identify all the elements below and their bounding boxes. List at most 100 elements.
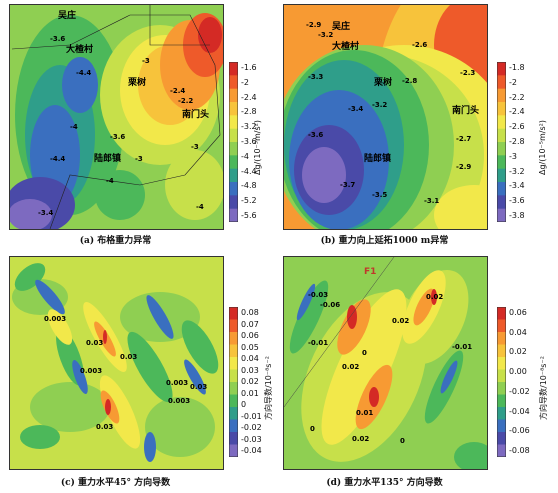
contour-label: -3.5	[372, 191, 388, 199]
colorbar-step	[229, 444, 238, 458]
place-label: 陆郎镇	[94, 154, 122, 164]
colorbar-tick-label: -0.03	[241, 434, 262, 444]
place-label: 陆郎镇	[364, 154, 392, 164]
contour-label: -3	[142, 57, 150, 65]
place-label: 栗树	[374, 78, 393, 88]
colorbar-tick-label: -3.6	[509, 196, 525, 206]
colorbar-tick-label: 0.08	[241, 308, 259, 317]
contour-label: 0.02	[352, 435, 370, 443]
colorbar-tick-label: -3.8	[509, 211, 525, 220]
derivative-field-d	[284, 257, 487, 469]
colorbar-gradient	[229, 62, 238, 223]
colorbar-tick-label: -5.2	[241, 196, 257, 206]
colorbar-step	[497, 407, 506, 420]
colorbar-step	[229, 432, 238, 445]
colorbar-border	[229, 62, 238, 222]
colorbar-step	[497, 419, 506, 433]
colorbar-step	[229, 115, 238, 130]
colorbar-gradient	[497, 62, 506, 223]
contour-label: -2.4	[170, 87, 186, 95]
colorbar-tick-label: 0.02	[509, 347, 527, 357]
colorbar-c	[229, 307, 238, 458]
colorbar-step	[229, 357, 238, 370]
colorbar-step	[497, 155, 506, 170]
contour-label: -4.4	[76, 69, 92, 77]
colorbar-step	[497, 88, 506, 103]
colorbar-tick-label: -0.04	[509, 406, 530, 416]
colorbar-step	[497, 62, 506, 76]
contour-label: -0.01	[308, 339, 329, 347]
colorbar-step	[497, 115, 506, 130]
contour-label: 0.003	[166, 379, 189, 387]
colorbar-tick-label: 0.00	[509, 367, 527, 377]
contour-label: 0.03	[190, 383, 208, 391]
colorbar-step	[229, 344, 238, 358]
contour-label: -2.9	[456, 163, 472, 171]
colorbar-step	[497, 75, 506, 90]
colorbar-step	[497, 319, 506, 333]
anomaly-field-a	[10, 5, 223, 229]
colorbar-tick-label: 0.03	[241, 365, 259, 375]
colorbar-step	[229, 382, 238, 395]
contour-label: 0.02	[426, 293, 444, 301]
colorbar-tick-label: -2.4	[241, 92, 257, 102]
colorbar-step	[497, 195, 506, 210]
colorbar-step	[229, 168, 238, 183]
colorbar-step	[497, 307, 506, 320]
place-label: 南门头	[452, 106, 480, 116]
map-derivative-135: F1 -0.03 -0.06 0.02 0.02 -0.01 0.02 0 -0…	[283, 256, 488, 470]
contour-label: -3.6	[110, 133, 126, 141]
colorbar-step	[229, 182, 238, 196]
colorbar-title: 方向导数/10⁻⁸s⁻²	[539, 356, 548, 420]
panel-caption: (b) 重力向上延拓1000 m异常	[320, 236, 449, 246]
contour-label: -3.7	[340, 181, 356, 189]
contour-label: 0.003	[44, 315, 67, 323]
colorbar-step	[229, 88, 238, 103]
colorbar-tick-label: -4	[241, 151, 249, 161]
colorbar-title: Δg/(10⁻⁵m/s²)	[538, 120, 547, 175]
contour-label: 0.01	[356, 409, 374, 417]
place-label: 栗树	[128, 78, 147, 88]
colorbar-step	[229, 155, 238, 170]
colorbar-a	[229, 62, 238, 223]
colorbar-step	[497, 128, 506, 143]
contour-label: 0	[310, 425, 315, 433]
contour-label: -2.6	[412, 41, 428, 49]
contour-label: 0.003	[80, 367, 103, 375]
colorbar-tick-label: -3.2	[509, 166, 525, 176]
colorbar-step	[497, 208, 506, 223]
contour-label: -3.2	[318, 31, 334, 39]
contour-label: -0.01	[452, 343, 473, 351]
colorbar-tick-label: -2.6	[509, 122, 525, 132]
contour-label: -2.3	[460, 69, 476, 77]
colorbar-tick-label: -3.6	[241, 137, 257, 146]
colorbar-step	[497, 444, 506, 458]
colorbar-gradient	[497, 307, 506, 458]
colorbar-tick-label: -3.2	[241, 122, 257, 132]
place-label: 大楂村	[332, 42, 360, 52]
contour-label: -2.7	[456, 135, 472, 143]
colorbar-tick-label: -0.02	[509, 386, 530, 396]
colorbar-step	[497, 102, 506, 116]
contour-label: 0.03	[96, 423, 114, 431]
colorbar-d	[497, 307, 506, 458]
map-bouguer-anomaly: 吴庄 大楂村 栗树 南门头 陆郎镇 -3.6 -4.4 -3 -2.4 -2.2…	[9, 4, 224, 230]
colorbar-tick-label: -3	[509, 151, 517, 161]
colorbar-b	[497, 62, 506, 223]
map-derivative-45: 0.003 0.03 0.03 0.003 0.03 0.003 0.03 0.…	[9, 256, 224, 470]
colorbar-tick-label: -3.4	[509, 181, 525, 191]
colorbar-tick-label: -2	[509, 77, 517, 87]
colorbar-tick-label: -2.8	[509, 137, 525, 146]
contour-label: 0	[362, 349, 367, 357]
colorbar-step	[229, 419, 238, 433]
colorbar-tick-label: 0.04	[509, 327, 527, 337]
colorbar-step	[497, 432, 506, 445]
contour-label: -3	[135, 155, 143, 163]
colorbar-tick-label: 0	[241, 400, 247, 409]
colorbar-tick-label: -5.6	[241, 211, 257, 220]
colorbar-tick-label: -4.8	[241, 181, 257, 191]
colorbar-tick-label: -0.06	[509, 426, 530, 436]
contour-label: -2.8	[402, 77, 418, 85]
panel-caption: (a) 布格重力异常	[79, 236, 152, 246]
colorbar-gradient	[229, 307, 238, 458]
